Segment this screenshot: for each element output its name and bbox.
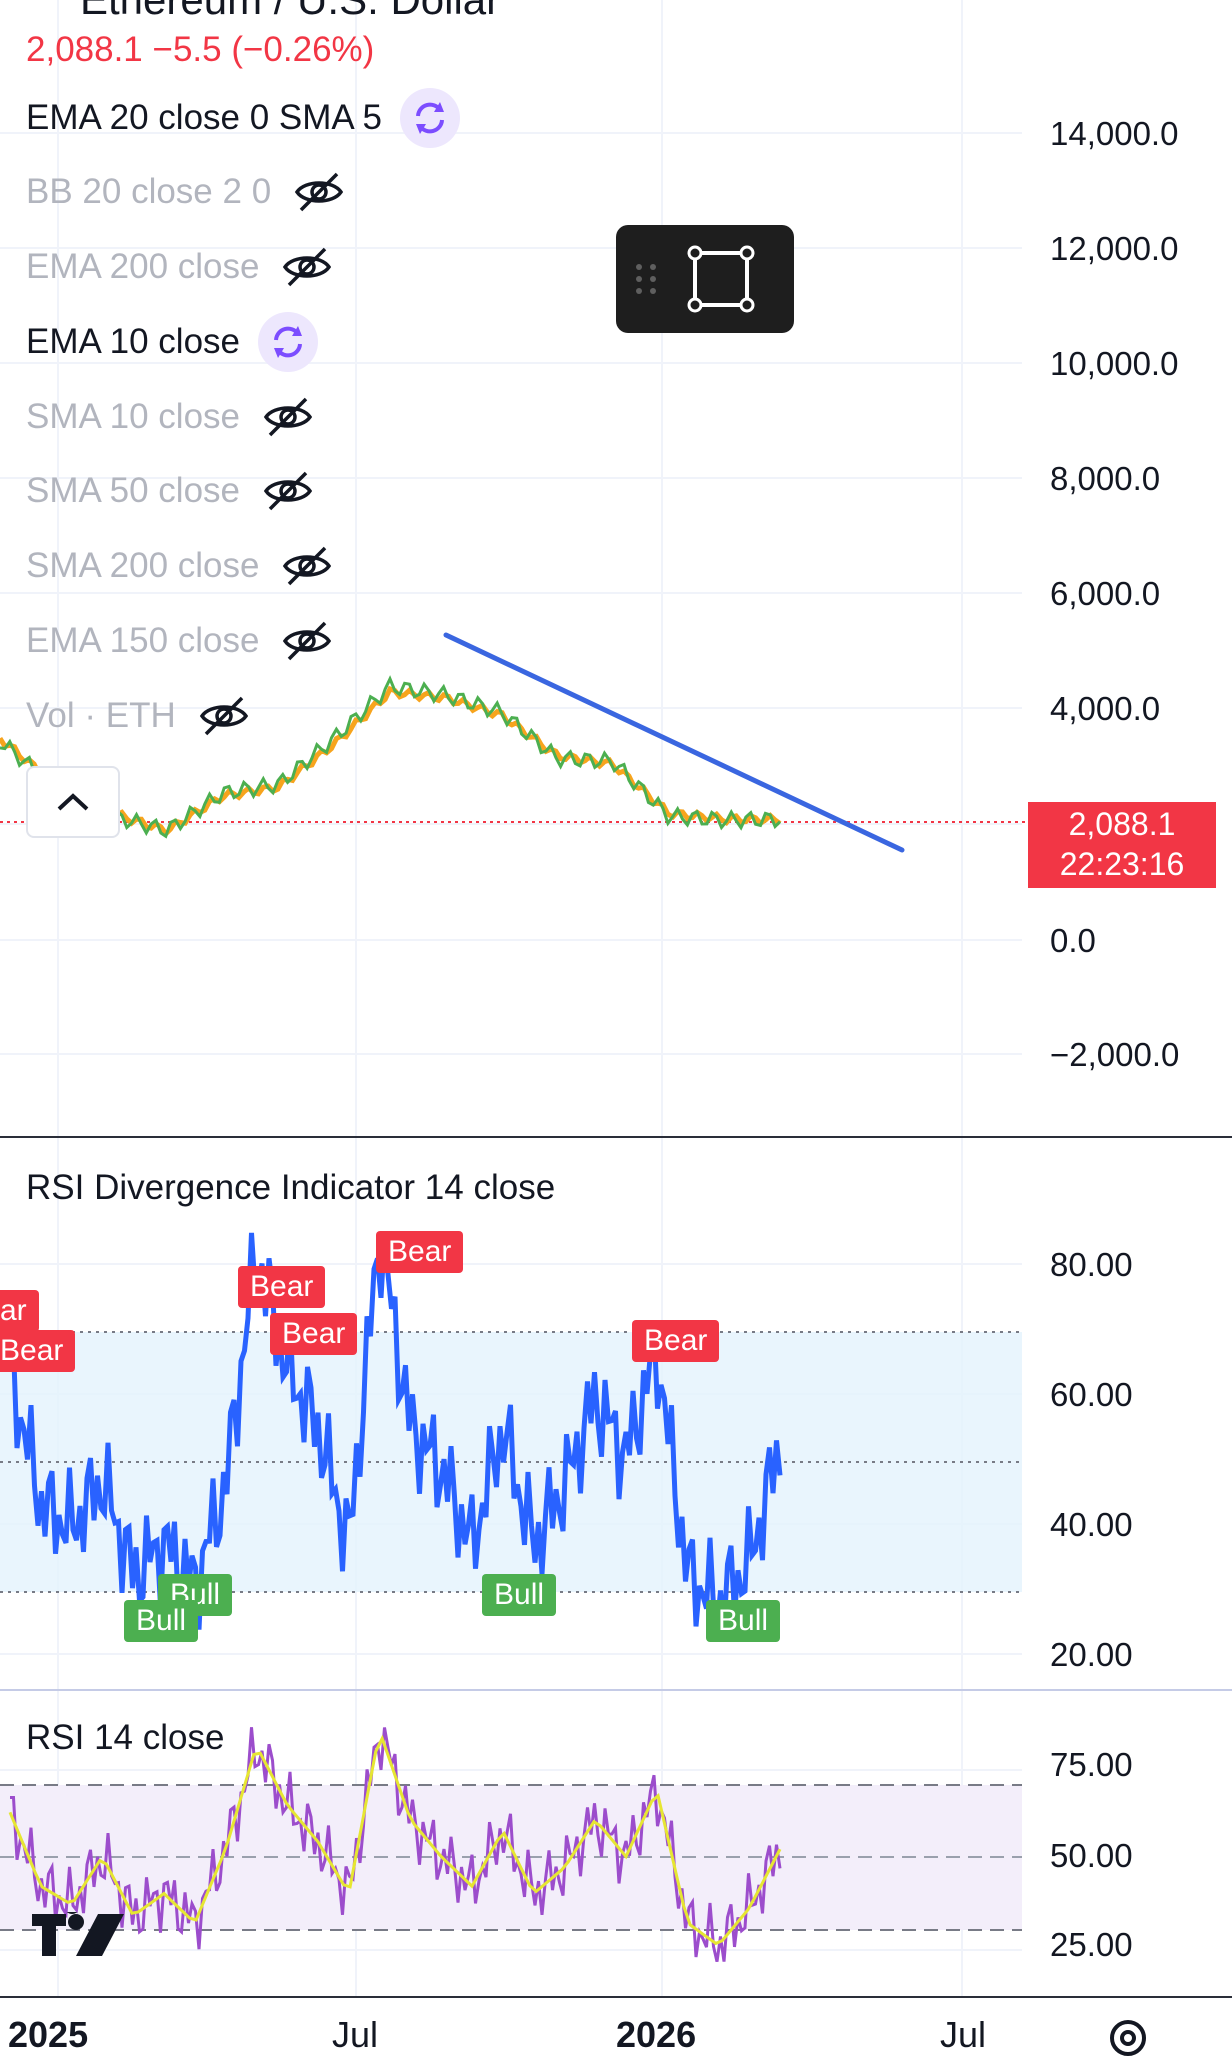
legend-label: Vol · ETH xyxy=(26,696,176,735)
legend-label: SMA 10 close xyxy=(26,397,240,436)
time-label-jul: Jul xyxy=(332,2014,379,2055)
bull-label: Bull xyxy=(706,1600,781,1642)
eye-off-icon[interactable] xyxy=(289,162,349,222)
cycle-icon[interactable] xyxy=(258,312,318,372)
bull-label: Bull xyxy=(124,1600,199,1642)
axis-label: 8,000.0 xyxy=(1050,460,1161,497)
bear-label: Bear xyxy=(238,1266,326,1308)
rsi-title[interactable]: RSI 14 close xyxy=(26,1718,225,1757)
axis-label: 80.00 xyxy=(1050,1246,1133,1283)
bar-countdown: 22:23:16 xyxy=(1059,846,1185,882)
trendline[interactable] xyxy=(443,632,905,853)
price-line-1 xyxy=(0,675,782,839)
axis-label: 4,000.0 xyxy=(1050,690,1161,727)
price-change: 2,088.1 −5.5 (−0.26%) xyxy=(26,30,375,69)
legend-row[interactable]: SMA 50 close xyxy=(26,461,318,521)
axis-label: 25.00 xyxy=(1050,1926,1133,1963)
bear-label: Bear xyxy=(270,1313,358,1355)
axis-label: 12,000.0 xyxy=(1050,230,1179,267)
time-label-jul: Jul xyxy=(940,2014,987,2055)
axis-label: 75.00 xyxy=(1050,1746,1133,1783)
axis-label: 20.00 xyxy=(1050,1636,1133,1673)
settings-gear-icon[interactable] xyxy=(1106,2016,1150,2065)
legend-label: EMA 20 close 0 SMA 5 xyxy=(26,98,383,137)
legend-row[interactable]: EMA 200 close xyxy=(26,237,337,297)
tradingview-logo xyxy=(32,1898,124,1963)
time-label-2025: 2025 xyxy=(8,2014,89,2055)
legend-row[interactable]: EMA 10 close xyxy=(26,312,318,372)
legend-row[interactable]: SMA 200 close xyxy=(26,536,337,596)
price-series xyxy=(0,675,782,839)
floating-drawing-toolbar[interactable] xyxy=(616,225,794,333)
legend-label: SMA 200 close xyxy=(26,546,260,585)
eye-off-icon[interactable] xyxy=(258,461,318,521)
bear-label: Bear xyxy=(632,1320,720,1362)
axis-label: 6,000.0 xyxy=(1050,575,1161,612)
axis-label: 50.00 xyxy=(1050,1837,1133,1874)
bear-label: ar xyxy=(0,1290,39,1332)
legend-label: EMA 150 close xyxy=(26,621,260,660)
bear-label: Bear xyxy=(376,1231,464,1273)
eye-off-icon[interactable] xyxy=(277,237,337,297)
price-line-0 xyxy=(0,685,782,838)
axis-label: 40.00 xyxy=(1050,1506,1133,1543)
rsi-ma-line xyxy=(8,1734,782,1946)
axis-label: 60.00 xyxy=(1050,1376,1133,1413)
bear-label: Bear xyxy=(0,1330,76,1372)
rectangle-tool-icon[interactable] xyxy=(676,245,766,313)
time-label-2026: 2026 xyxy=(616,2014,697,2055)
eye-off-icon[interactable] xyxy=(277,611,337,671)
legend-row[interactable]: SMA 10 close xyxy=(26,387,318,447)
grid-lines xyxy=(0,0,1022,1997)
legend-row[interactable]: BB 20 close 2 0 xyxy=(26,162,349,222)
rsi-line xyxy=(10,1727,782,1963)
last-price-tag: 2,088.1 22:23:16 xyxy=(1028,802,1216,888)
rsi-series xyxy=(8,1727,782,1963)
legend-label: EMA 10 close xyxy=(26,322,240,361)
chevron-up-icon xyxy=(57,793,89,811)
eye-off-icon[interactable] xyxy=(194,686,254,746)
legend-row[interactable]: EMA 20 close 0 SMA 5 xyxy=(26,88,461,148)
bull-label: Bull xyxy=(482,1574,557,1616)
axis-label: 10,000.0 xyxy=(1050,345,1179,382)
legend-label: EMA 200 close xyxy=(26,247,260,286)
eye-off-icon[interactable] xyxy=(277,536,337,596)
legend-label: SMA 50 close xyxy=(26,471,240,510)
drag-handle-icon[interactable] xyxy=(616,259,676,299)
legend-row[interactable]: Vol · ETH xyxy=(26,686,254,746)
rsi-div-title[interactable]: RSI Divergence Indicator 14 close xyxy=(26,1168,556,1207)
legend-label: BB 20 close 2 0 xyxy=(26,172,272,211)
collapse-legend-button[interactable] xyxy=(26,766,120,838)
symbol-title[interactable]: Ethereum / U.S. Dollar xyxy=(80,0,500,24)
axis-label: 0.0 xyxy=(1050,922,1096,959)
cycle-icon[interactable] xyxy=(400,88,461,148)
axis-label: 14,000.0 xyxy=(1050,115,1179,152)
last-price-value: 2,088.1 xyxy=(1068,806,1176,842)
axis-label: −2,000.0 xyxy=(1050,1036,1180,1073)
legend-row[interactable]: EMA 150 close xyxy=(26,611,337,671)
eye-off-icon[interactable] xyxy=(258,387,318,447)
